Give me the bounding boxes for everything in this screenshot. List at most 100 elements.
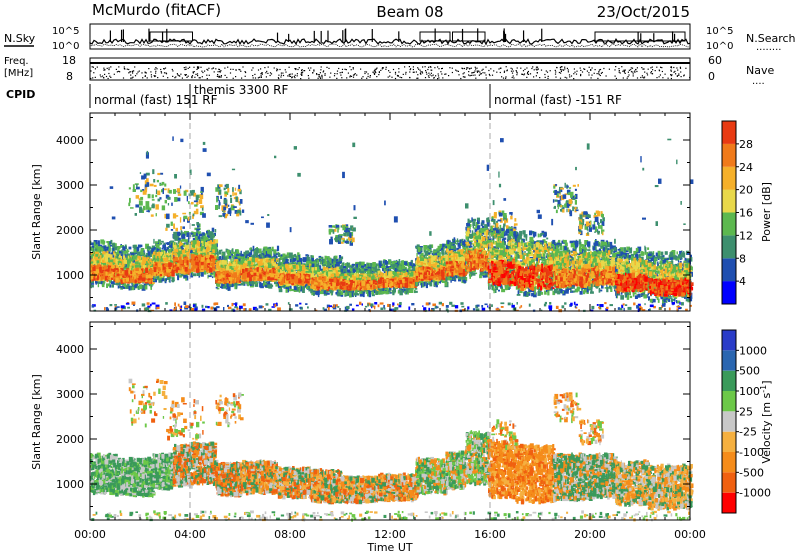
nave-dot xyxy=(318,74,320,76)
power-echo-edge xyxy=(235,250,237,253)
nave-dot xyxy=(503,70,506,72)
power-echo-core xyxy=(138,280,142,283)
power-echo-edge xyxy=(276,245,280,251)
nave-dot xyxy=(670,67,673,69)
power-echo-edge xyxy=(123,287,126,289)
power-echo-core xyxy=(97,264,101,269)
power-echo-edge xyxy=(130,252,135,255)
power-echo-core xyxy=(109,276,111,281)
power-echo-edge xyxy=(221,285,223,289)
nave-dot xyxy=(598,69,601,71)
nave-dot xyxy=(437,73,439,75)
counts-block xyxy=(594,31,686,42)
power-echo-core xyxy=(122,278,127,281)
power-echo-core xyxy=(151,273,154,278)
power-echo-core xyxy=(243,274,247,279)
nave-dot xyxy=(516,71,518,73)
nave-dot xyxy=(155,70,157,72)
power-echo-core xyxy=(231,272,235,276)
power-echo-core xyxy=(164,271,168,274)
power-echo-edge xyxy=(277,251,280,254)
power-echo-edge xyxy=(238,258,242,262)
nave-dot xyxy=(195,73,197,75)
nave-dot xyxy=(437,66,439,68)
nave-dot xyxy=(378,74,380,76)
nave-dot xyxy=(650,71,653,73)
power-echo-mid xyxy=(233,267,237,270)
power-echo-mid xyxy=(154,259,157,263)
nave-dot xyxy=(614,69,616,71)
power-echo-edge xyxy=(91,283,95,285)
nave-dot xyxy=(675,73,677,75)
nave-dot xyxy=(186,76,188,78)
nave-dot xyxy=(410,68,412,70)
power-echo-core xyxy=(97,276,100,279)
power-echo-edge xyxy=(240,254,244,256)
nave-dot xyxy=(559,66,561,69)
nave-dot xyxy=(280,76,282,78)
power-echo-edge xyxy=(147,248,151,251)
power-echo-edge xyxy=(117,285,120,289)
power-echo-core xyxy=(180,265,182,269)
power-echo-mid xyxy=(134,264,137,270)
power-echo-mid xyxy=(161,261,164,264)
power-echo-edge xyxy=(198,231,201,235)
power-echo-edge xyxy=(250,249,253,256)
power-echo-edge xyxy=(193,231,196,236)
power-echo-edge xyxy=(123,249,127,252)
nave-dot xyxy=(280,72,282,74)
power-echo-core xyxy=(198,258,201,264)
nave-dot xyxy=(654,70,656,72)
power-echo-core xyxy=(186,260,189,266)
power-echo-mid xyxy=(119,254,121,260)
power-echo-edge xyxy=(138,284,143,290)
power-echo-edge xyxy=(154,278,157,283)
power-echo-edge xyxy=(139,244,143,248)
power-echo-core xyxy=(130,270,133,275)
nave-dot xyxy=(138,70,140,72)
power-echo-edge xyxy=(165,249,167,253)
nave-dot xyxy=(667,77,669,79)
power-echo-edge xyxy=(200,236,205,240)
power-echo-mid xyxy=(236,266,238,270)
nave-dot xyxy=(197,67,200,69)
nave-dot xyxy=(564,76,566,78)
nave-dot xyxy=(269,74,271,77)
nave-dot xyxy=(278,74,280,76)
nave-dot xyxy=(369,75,371,77)
power-echo-mid xyxy=(165,255,169,259)
power-echo-core xyxy=(129,277,132,283)
power-echo-core xyxy=(235,269,239,274)
power-echo-mid xyxy=(156,257,160,262)
nave-dot xyxy=(468,74,470,76)
nave-dot xyxy=(591,67,593,69)
power-echo-core xyxy=(131,271,134,275)
nave-dot xyxy=(391,76,393,78)
power-echo-core xyxy=(235,278,239,282)
power-echo-mid xyxy=(184,245,188,251)
nave-dot xyxy=(661,70,663,73)
power-echo-mid xyxy=(131,263,135,268)
nave-dot xyxy=(119,71,121,73)
nave-dot xyxy=(269,72,272,74)
nave-dot xyxy=(398,71,400,73)
nave-dot xyxy=(599,74,601,77)
power-echo-mid xyxy=(122,255,126,259)
nave-dot xyxy=(381,67,384,69)
nave-dot xyxy=(350,75,353,77)
power-echo-edge xyxy=(137,244,141,248)
power-echo-edge xyxy=(125,286,129,289)
power-echo-core xyxy=(175,266,179,271)
power-echo-mid xyxy=(138,259,143,263)
power-echo-core xyxy=(209,257,212,262)
power-echo-mid xyxy=(91,258,94,262)
power-echo-core xyxy=(203,260,207,265)
nave-dot xyxy=(441,68,443,70)
nave-dot xyxy=(265,72,267,74)
power-echo-edge xyxy=(198,233,203,237)
nave-dot xyxy=(522,70,525,72)
nave-dot xyxy=(137,71,139,73)
nave-dot xyxy=(510,67,512,69)
power-echo-edge xyxy=(208,275,212,278)
nave-dot xyxy=(301,70,303,72)
